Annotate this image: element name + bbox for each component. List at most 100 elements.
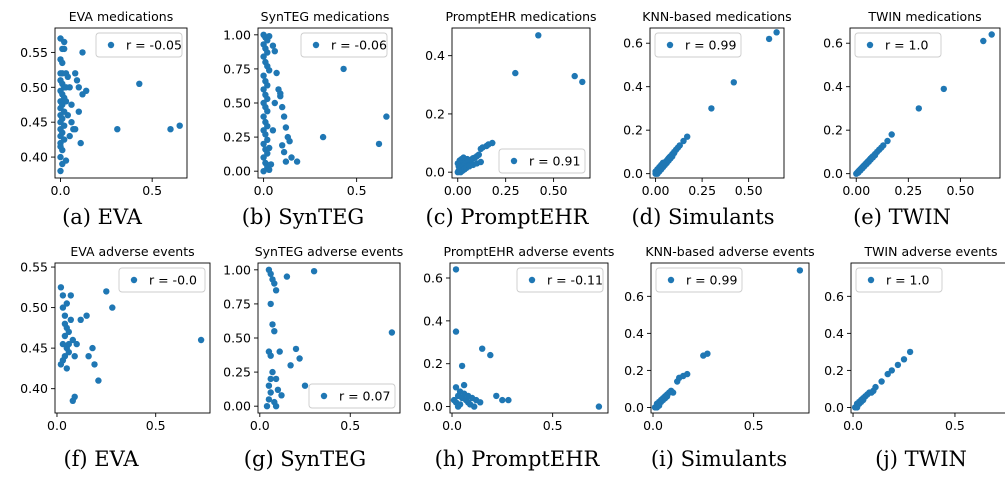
- data-point: [267, 375, 274, 383]
- data-point: [61, 332, 69, 340]
- data-point: [260, 154, 267, 161]
- x-tick-label: 0.50: [735, 183, 763, 198]
- y-tick-label: 0.45: [20, 115, 48, 130]
- y-tick-label: 0.2: [623, 123, 643, 138]
- legend-label: r = 1.0: [885, 38, 928, 53]
- chart-svg: KNN-based medications 0.00 0.25 0.50 0.0 0.2 0…: [623, 9, 792, 198]
- legend-box: [308, 383, 396, 409]
- data-point: [280, 148, 288, 156]
- chart-svg: EVA adverse events 0.0 0.5 0.40 0.45 0.50 0.55…: [20, 244, 211, 433]
- legend-box: [498, 148, 586, 174]
- y-tick-label: 0.00: [223, 164, 251, 179]
- panel-synteg-adverse-events: SynTEG adverse events 0.0 0.5 0.00 0.25 0.50 0…: [200, 244, 405, 481]
- data-point: [796, 267, 804, 274]
- legend-box: [95, 32, 183, 58]
- data-point: [535, 32, 542, 39]
- data-point: [460, 381, 468, 389]
- data-point: [72, 70, 79, 77]
- data-point: [73, 77, 81, 84]
- data-point: [269, 368, 276, 376]
- legend-marker: [867, 276, 875, 284]
- caption-g: (g) SynTEG: [243, 447, 367, 471]
- panel-promptehr-adverse-events: PromptEHR adverse events 0.0 0.5 0.0 0.2 0.4 0…: [400, 244, 614, 481]
- data-point: [319, 133, 327, 141]
- data-point: [388, 329, 396, 336]
- data-point: [272, 375, 280, 383]
- points-group: [260, 31, 390, 175]
- data-point: [273, 69, 280, 77]
- data-point: [89, 344, 96, 352]
- data-point: [57, 284, 65, 291]
- data-point: [68, 119, 75, 126]
- caption-c: (c) PromptEHR: [425, 205, 589, 229]
- data-point: [271, 280, 278, 287]
- data-point: [595, 403, 603, 410]
- data-point: [279, 103, 286, 111]
- data-point: [765, 35, 773, 43]
- chart-svg: KNN-based adverse events 0.0 0.5 0.0 0.2 0.4 0…: [624, 244, 815, 433]
- y-tick-label: 0.00: [223, 399, 251, 414]
- data-point: [60, 38, 68, 46]
- data-point: [59, 340, 67, 348]
- y-tick-label: 0.6: [624, 289, 644, 304]
- legend-box: [300, 32, 388, 58]
- caption-i: (i) Simulants: [650, 447, 788, 471]
- data-point: [62, 84, 70, 91]
- y-tick-label: 0.0: [425, 165, 445, 180]
- legend-marker: [107, 41, 115, 49]
- data-point: [91, 361, 98, 368]
- data-point: [63, 300, 70, 307]
- data-point: [671, 149, 678, 157]
- data-point: [72, 126, 79, 133]
- data-point: [79, 49, 86, 56]
- data-point: [263, 403, 271, 410]
- y-tick-label: 0.55: [20, 260, 48, 275]
- points-group: [57, 35, 183, 175]
- data-point: [464, 392, 472, 400]
- data-point: [85, 353, 92, 360]
- data-point: [293, 158, 301, 165]
- data-point: [60, 45, 68, 53]
- data-point: [103, 288, 110, 295]
- x-tick-label: 0.50: [540, 183, 568, 198]
- data-point: [65, 349, 73, 356]
- legend: r = -0.05: [95, 32, 183, 58]
- data-point: [940, 85, 947, 93]
- data-point: [888, 131, 895, 138]
- data-point: [884, 137, 891, 145]
- data-point: [499, 396, 506, 404]
- legend-marker: [866, 41, 874, 49]
- data-point: [71, 353, 78, 360]
- legend-box: [654, 32, 742, 58]
- chart-title: TWIN medications: [867, 9, 981, 24]
- data-point: [980, 37, 987, 45]
- data-point: [73, 340, 80, 348]
- data-point: [269, 127, 277, 134]
- data-point: [282, 124, 290, 131]
- data-point: [272, 287, 280, 294]
- x-tick-label: 0.25: [492, 183, 520, 198]
- points-group: [851, 348, 914, 411]
- data-point: [59, 70, 66, 77]
- y-tick-label: 0.2: [425, 106, 445, 121]
- y-tick-label: 0.6: [824, 289, 844, 304]
- data-point: [267, 161, 275, 168]
- data-point: [489, 139, 496, 147]
- data-point: [704, 350, 711, 357]
- data-point: [67, 316, 75, 323]
- y-tick-label: 0.50: [223, 331, 251, 346]
- data-point: [669, 389, 677, 396]
- data-point: [287, 362, 294, 369]
- x-tick-label: 0.5: [945, 418, 965, 433]
- data-point: [77, 316, 84, 323]
- y-tick-label: 0.45: [20, 341, 48, 356]
- data-point: [57, 167, 64, 175]
- data-point: [57, 143, 64, 150]
- data-point: [75, 108, 83, 115]
- data-point: [676, 142, 683, 149]
- x-tick-label: 0.5: [543, 418, 563, 433]
- data-point: [477, 399, 484, 406]
- legend-marker: [130, 276, 138, 284]
- x-tick-label: 0.00: [444, 183, 472, 198]
